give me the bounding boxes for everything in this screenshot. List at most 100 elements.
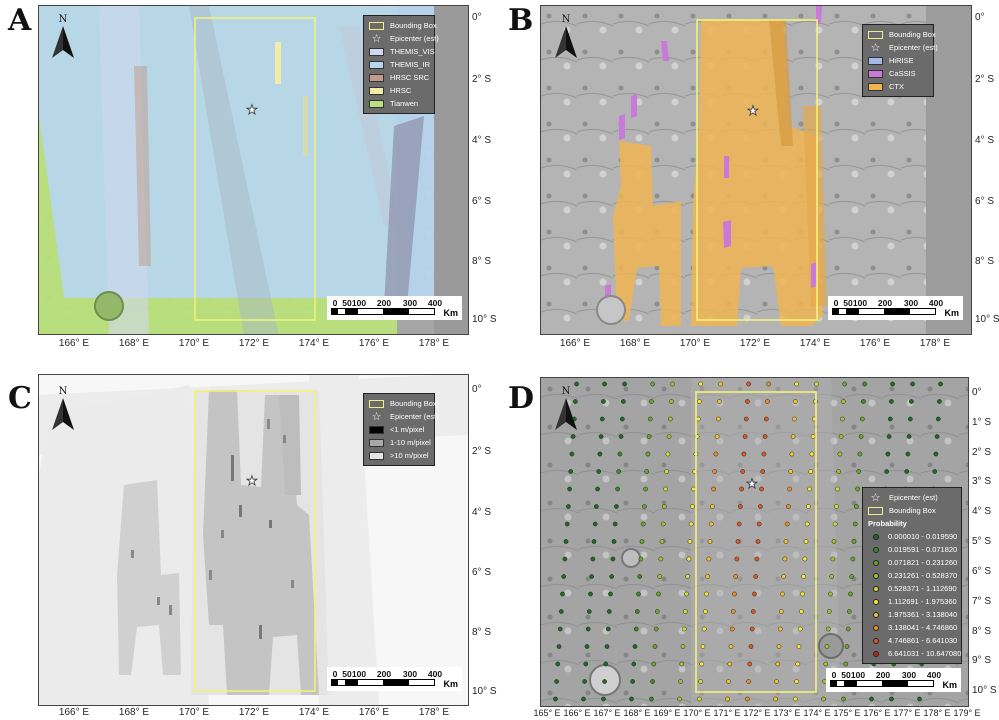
scale-bar-c: 0 50 100 200 300 400 Km bbox=[327, 667, 462, 691]
probability-point bbox=[745, 399, 750, 404]
probability-point bbox=[934, 434, 940, 439]
probability-point bbox=[653, 626, 659, 632]
legend-label: CaSSIS bbox=[889, 69, 916, 78]
legend-b: Bounding Box ☆ Epicenter (est) HiRISE CaS… bbox=[862, 24, 938, 97]
ctx-coverage-west bbox=[613, 141, 681, 326]
probability-point bbox=[690, 504, 695, 509]
probability-point bbox=[856, 469, 862, 474]
bounding-box-swatch bbox=[868, 30, 883, 39]
lat-label: 2° S bbox=[972, 447, 992, 458]
lon-label: 166° E bbox=[559, 338, 591, 349]
probability-point bbox=[938, 381, 943, 387]
probability-point bbox=[733, 574, 739, 579]
probability-point bbox=[647, 416, 653, 422]
coverage-lt1 bbox=[259, 625, 262, 639]
probability-point bbox=[841, 399, 846, 404]
probability-point bbox=[717, 399, 722, 404]
probability-point bbox=[935, 416, 941, 422]
probability-point bbox=[748, 644, 754, 649]
star-icon: ☆ bbox=[870, 492, 881, 504]
probability-point bbox=[606, 609, 612, 614]
probability-class: 3.138041 - 4.746860 bbox=[868, 621, 957, 634]
probability-point bbox=[706, 556, 712, 562]
scale-tick: 300 bbox=[903, 298, 919, 308]
probability-point bbox=[889, 399, 894, 404]
probability-point bbox=[842, 381, 847, 387]
probability-class: 1.112691 - 1.975360 bbox=[868, 595, 957, 608]
legend-swatch bbox=[868, 56, 883, 65]
cassis-strip-4 bbox=[724, 156, 729, 178]
scale-bar-b: 0 50 100 200 300 400 Km bbox=[828, 296, 963, 320]
lon-label: 169° E bbox=[653, 708, 681, 718]
probability-point bbox=[858, 434, 864, 439]
probability-point bbox=[828, 591, 833, 597]
probability-point bbox=[849, 574, 855, 579]
lon-label: 174° E bbox=[298, 707, 330, 718]
epicenter-star-icon: ★ bbox=[246, 473, 258, 488]
probability-point bbox=[708, 521, 714, 527]
lon-label: 174° E bbox=[803, 708, 831, 718]
probability-point bbox=[590, 556, 596, 562]
probability-point bbox=[687, 539, 693, 544]
lat-label: 4° S bbox=[975, 135, 995, 146]
coverage-lt1 bbox=[291, 580, 294, 588]
probability-point bbox=[621, 399, 626, 404]
probability-point bbox=[585, 626, 591, 632]
probability-point bbox=[862, 381, 867, 387]
probability-point bbox=[612, 521, 618, 527]
lat-label: 2° S bbox=[975, 74, 995, 85]
probability-class: 0.000010 - 0.019590 bbox=[868, 530, 957, 543]
probability-point bbox=[619, 416, 625, 422]
coverage-lt1 bbox=[267, 419, 270, 429]
probability-point bbox=[800, 591, 805, 597]
probability-point bbox=[701, 626, 707, 632]
legend-label: CTX bbox=[889, 82, 904, 91]
probability-point bbox=[796, 644, 802, 649]
probability-point bbox=[666, 434, 672, 439]
probability-point bbox=[756, 521, 762, 527]
probability-point bbox=[776, 644, 782, 649]
map-a-svg: ★ bbox=[39, 6, 468, 334]
probability-point bbox=[741, 451, 747, 457]
north-arrow-icon: N bbox=[50, 384, 76, 437]
lat-label: 5° S bbox=[972, 536, 992, 547]
coverage-1-10-west bbox=[117, 480, 181, 675]
scale-unit: Km bbox=[443, 679, 458, 689]
legend-label: 1.112691 - 1.975360 bbox=[888, 597, 957, 606]
probability-point bbox=[652, 644, 658, 649]
scale-unit: Km bbox=[443, 308, 458, 318]
probability-point bbox=[761, 451, 767, 457]
probability-point bbox=[644, 469, 650, 474]
north-arrow-icon: N bbox=[553, 12, 579, 65]
lon-label: 172° E bbox=[739, 338, 771, 349]
probability-point bbox=[885, 451, 891, 457]
probability-point bbox=[917, 696, 922, 702]
probability-point bbox=[835, 486, 840, 492]
probability-class: 1.975361 - 3.138040 bbox=[868, 608, 957, 621]
probability-point bbox=[698, 679, 703, 684]
probability-point bbox=[638, 556, 644, 562]
scale-tick: 300 bbox=[402, 669, 418, 679]
probability-point bbox=[596, 469, 602, 474]
probability-point bbox=[746, 381, 751, 387]
probability-point bbox=[735, 539, 741, 544]
probability-point bbox=[608, 591, 613, 597]
probability-point bbox=[905, 451, 911, 457]
probability-point bbox=[823, 661, 829, 667]
probability-point bbox=[890, 381, 895, 387]
probability-point bbox=[614, 504, 619, 509]
probability-point bbox=[786, 504, 791, 509]
probability-point bbox=[632, 644, 638, 649]
lon-label: 168° E bbox=[623, 708, 651, 718]
probability-point bbox=[704, 591, 709, 597]
probability-point bbox=[710, 504, 715, 509]
probability-dot-icon bbox=[873, 559, 879, 566]
probability-class: 0.019591 - 0.071820 bbox=[868, 543, 957, 556]
legend-swatch bbox=[868, 69, 883, 78]
probability-point bbox=[854, 504, 859, 509]
legend-heading: Probability bbox=[868, 519, 907, 528]
probability-point bbox=[848, 591, 853, 597]
epicenter-star-icon: ★ bbox=[746, 476, 758, 491]
scale-bar-a: 0 50 100 200 300 400 Km bbox=[327, 296, 462, 320]
probability-class: 6.641031 - 10.647080 bbox=[868, 647, 961, 660]
